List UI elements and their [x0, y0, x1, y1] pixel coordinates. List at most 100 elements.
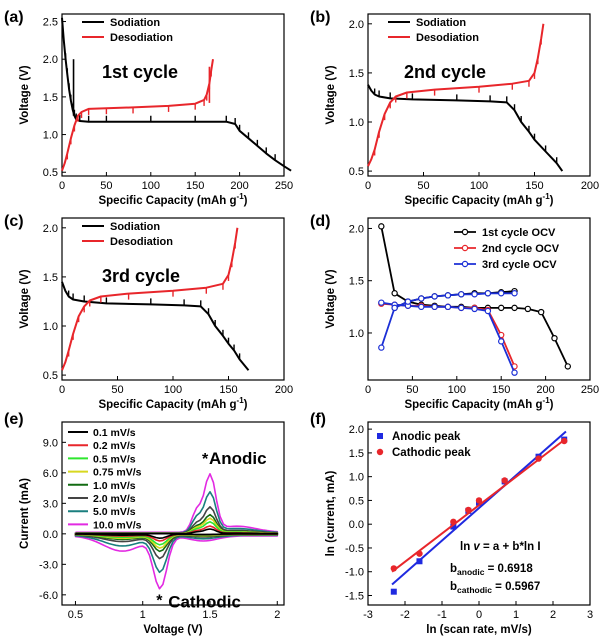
data-point	[484, 307, 492, 315]
x-tick-label: 1	[513, 609, 519, 621]
x-tick-label: 200	[275, 384, 293, 396]
x-tick-label: 1	[140, 609, 146, 621]
data-point	[535, 455, 542, 462]
legend-label: 0.2 mV/s	[93, 440, 136, 452]
x-tick-label: 0	[59, 180, 65, 192]
panel-letter: (b)	[310, 9, 330, 26]
data-point	[378, 344, 385, 351]
cycle-annotation: 3rd cycle	[102, 266, 180, 286]
data-point	[391, 304, 398, 312]
plot-frame	[61, 421, 285, 606]
y-tick-label: -1.0	[345, 567, 364, 579]
panel-e: (e) 0.5 1 1.5 2 -6.0 -3.0 0.0 3.0 6.0 9.0 Voltage (…	[4, 411, 285, 636]
y-tick-label: 1.5	[43, 92, 58, 104]
legend-label: 5.0 mV/s	[93, 506, 136, 518]
series-line-sodiation	[61, 281, 250, 371]
legend-label: Desodiation	[110, 236, 173, 248]
data-point	[390, 565, 397, 572]
x-tick-label: 200	[536, 384, 554, 396]
x-tick-label: 1.5	[202, 609, 217, 621]
x-tick-label: -1	[437, 609, 447, 621]
y-tick-label: 1.0	[349, 328, 364, 340]
legend-label: 0.5 mV/s	[93, 453, 136, 465]
data-point	[471, 305, 478, 313]
data-point	[378, 299, 385, 306]
data-point	[537, 308, 545, 316]
x-tick-label: 0.5	[68, 609, 83, 621]
y-tick-label: 2.0	[349, 19, 364, 31]
y-tick-label: 2.0	[349, 223, 364, 235]
legend-label: 10.0 mV/s	[93, 519, 142, 531]
data-point	[498, 338, 505, 345]
data-point	[450, 518, 457, 526]
x-tick-label: 100	[164, 384, 182, 396]
x-axis-label: Specific Capacity (mAh g-1)	[404, 192, 553, 207]
y-axis-label: Voltage (V)	[325, 269, 337, 328]
legend-label: Sodiation	[416, 17, 466, 29]
data-point	[431, 303, 438, 311]
legend-label: Anodic peak	[392, 431, 461, 443]
data-point	[498, 304, 505, 312]
data-point	[431, 293, 438, 300]
x-tick-label: 2	[274, 609, 280, 621]
y-tick-label: 1.0	[349, 117, 364, 129]
panel-letter: (d)	[310, 213, 330, 230]
x-axis-label: Specific Capacity (mAh g-1)	[98, 192, 247, 207]
y-tick-label: -3.0	[39, 559, 58, 571]
data-point	[511, 304, 518, 312]
y-tick-label: 0.5	[43, 370, 58, 382]
data-point	[511, 369, 518, 376]
fit-equation: ln v = a + b*ln I	[460, 541, 541, 553]
data-point	[471, 291, 478, 298]
y-tick-label: 1.5	[349, 68, 364, 80]
x-tick-label: 50	[406, 384, 418, 396]
panel-f: (f) -3 -2 -1 0 1 2 3 -1.5 -1.0 -0.5 0.0 0.5 1.0 1.5 2.0…	[310, 411, 593, 636]
y-tick-label: 2.5	[43, 17, 58, 29]
data-point	[390, 588, 397, 595]
y-tick-label: 1.5	[349, 448, 364, 460]
y-tick-label: 0.0	[43, 529, 58, 541]
panel-letter: (a)	[4, 9, 24, 26]
legend-marker	[377, 433, 383, 439]
data-point	[501, 477, 508, 484]
data-point	[475, 497, 483, 504]
data-point	[564, 363, 572, 370]
x-tick-label: 2	[550, 609, 556, 621]
y-tick-label: 3.0	[43, 498, 58, 510]
series-line-sodiation	[367, 84, 564, 172]
data-point	[416, 558, 423, 565]
cathodic-marker: *	[156, 593, 163, 610]
legend-label: 0.1 mV/s	[93, 427, 136, 439]
y-tick-label: 2.0	[349, 424, 364, 436]
x-tick-label: 100	[448, 384, 466, 396]
data-point	[416, 550, 423, 557]
legend-marker	[461, 260, 469, 268]
data-point	[378, 223, 385, 230]
data-point	[391, 290, 398, 297]
data-point	[458, 304, 465, 312]
legend-label: 0.75 mV/s	[93, 467, 142, 479]
b-anodic: banodic = 0.6918	[450, 563, 533, 577]
x-tick-label: 250	[581, 384, 599, 396]
legend-label: 2.0 mV/s	[93, 493, 136, 505]
y-tick-label: 0.5	[349, 495, 364, 507]
legend-label: 1.0 mV/s	[93, 480, 136, 492]
anodic-marker: *	[202, 451, 209, 468]
y-axis-label: Voltage (V)	[19, 269, 31, 328]
x-axis-label: ln (scan rate, mV/s)	[426, 624, 532, 636]
x-tick-label: 100	[142, 180, 160, 192]
y-tick-label: 9.0	[43, 437, 58, 449]
x-tick-label: 250	[275, 180, 293, 192]
y-tick-label: 1.0	[349, 472, 364, 484]
x-tick-label: 3	[587, 609, 593, 621]
y-tick-label: 1.5	[349, 276, 364, 288]
cycle-annotation: 2nd cycle	[404, 62, 486, 82]
y-tick-label: 2.0	[43, 223, 58, 235]
legend-label: Sodiation	[110, 17, 160, 29]
x-axis-label: Specific Capacity (mAh g-1)	[98, 396, 247, 411]
y-tick-label: 1.5	[43, 272, 58, 284]
y-tick-label: 6.0	[43, 468, 58, 480]
x-axis-label: Specific Capacity (mAh g-1)	[404, 396, 553, 411]
x-tick-label: 50	[111, 384, 123, 396]
